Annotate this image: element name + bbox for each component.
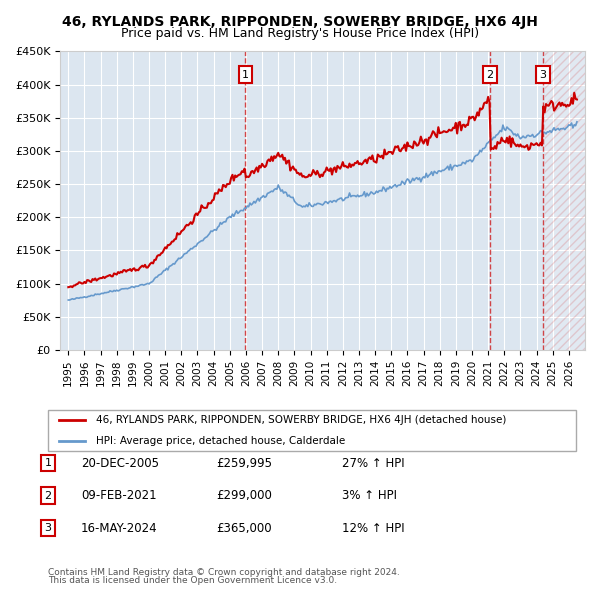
Text: Price paid vs. HM Land Registry's House Price Index (HPI): Price paid vs. HM Land Registry's House … <box>121 27 479 40</box>
Text: 27% ↑ HPI: 27% ↑ HPI <box>342 457 404 470</box>
Bar <box>545 51 585 350</box>
Text: 09-FEB-2021: 09-FEB-2021 <box>81 489 157 502</box>
Text: £259,995: £259,995 <box>216 457 272 470</box>
Text: Contains HM Land Registry data © Crown copyright and database right 2024.: Contains HM Land Registry data © Crown c… <box>48 568 400 577</box>
Text: HPI: Average price, detached house, Calderdale: HPI: Average price, detached house, Cald… <box>95 436 345 446</box>
FancyBboxPatch shape <box>48 410 576 451</box>
Text: 2: 2 <box>44 491 52 500</box>
Text: 20-DEC-2005: 20-DEC-2005 <box>81 457 159 470</box>
Text: 3% ↑ HPI: 3% ↑ HPI <box>342 489 397 502</box>
Text: 12% ↑ HPI: 12% ↑ HPI <box>342 522 404 535</box>
Text: £299,000: £299,000 <box>216 489 272 502</box>
Text: This data is licensed under the Open Government Licence v3.0.: This data is licensed under the Open Gov… <box>48 576 337 585</box>
Text: 16-MAY-2024: 16-MAY-2024 <box>81 522 158 535</box>
Text: 3: 3 <box>44 523 52 533</box>
Text: 1: 1 <box>242 70 249 80</box>
Text: 46, RYLANDS PARK, RIPPONDEN, SOWERBY BRIDGE, HX6 4JH (detached house): 46, RYLANDS PARK, RIPPONDEN, SOWERBY BRI… <box>95 415 506 425</box>
Text: £365,000: £365,000 <box>216 522 272 535</box>
Text: 3: 3 <box>539 70 546 80</box>
Text: 46, RYLANDS PARK, RIPPONDEN, SOWERBY BRIDGE, HX6 4JH: 46, RYLANDS PARK, RIPPONDEN, SOWERBY BRI… <box>62 15 538 29</box>
Text: 1: 1 <box>44 458 52 468</box>
Bar <box>545 51 585 350</box>
Text: 2: 2 <box>487 70 494 80</box>
